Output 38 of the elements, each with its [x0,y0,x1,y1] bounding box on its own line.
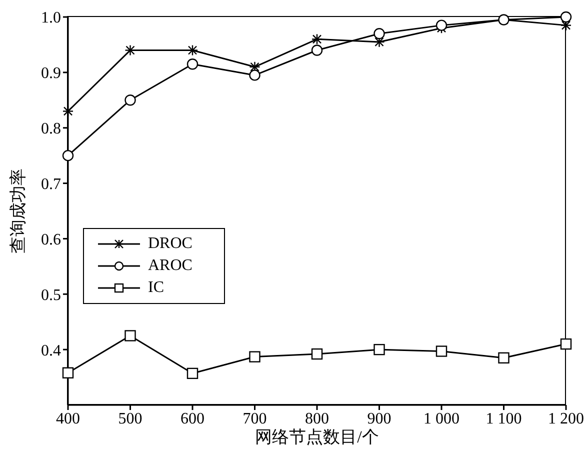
point [124,94,136,106]
x-tick-label: 800 [305,410,329,428]
legend-label: DROC [148,235,192,253]
y-tick-label: 0.7 [41,176,61,193]
x-tick-label: 700 [242,410,267,428]
y-tick-label: 0.4 [41,342,61,360]
y-tick-label: 0.8 [41,120,61,138]
point [436,346,448,357]
x-tick-label: 500 [118,410,142,428]
point [374,28,385,40]
point [311,44,323,56]
point [498,352,510,364]
x-tick-label: 600 [180,410,204,428]
y-tick-label: 0.9 [41,65,61,82]
y-tick-label: 0.6 [41,231,61,248]
x-axis-title: 网络节点数目/个 [255,428,379,446]
point [374,344,385,356]
point [249,70,260,81]
point [560,11,572,23]
x-tick-label: 400 [56,410,80,428]
point [124,330,136,342]
x-tick-label: 1 100 [486,410,522,428]
point [62,367,74,378]
legend-label: IC [148,279,164,297]
point [436,20,448,31]
point [249,351,260,362]
x-tick-label: 900 [367,410,392,428]
point [186,368,198,380]
point [186,58,198,70]
point [62,150,74,162]
y-tick-label: 0.5 [41,286,61,304]
y-axis-title: 查询成功率 [8,168,28,254]
point [311,348,323,360]
x-tick-label: 1 000 [424,410,460,428]
y-tick-label: 1.0 [41,10,61,27]
legend-label: AROC [148,257,192,275]
point [560,338,572,350]
x-tick-label: 1 200 [548,410,584,428]
